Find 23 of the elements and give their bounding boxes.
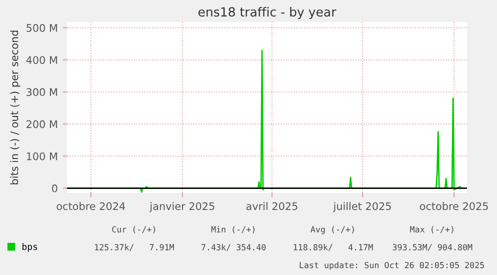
x-tick-label: octobre 2025 bbox=[420, 202, 488, 210]
text: 7.43k/ 354.40 bbox=[202, 244, 266, 252]
text: 125.37k/ 7.91M bbox=[95, 244, 174, 252]
text: 393.53M/ 904.80M bbox=[392, 244, 472, 252]
text: 118.89k/ 4.17M bbox=[294, 244, 373, 252]
y-tick-label: 0 bbox=[52, 184, 58, 192]
legend-label: bps bbox=[22, 243, 38, 252]
x-tick-label: octobre 2024 bbox=[56, 202, 126, 210]
x-tick-label: juillet 2025 bbox=[333, 202, 391, 212]
text: Max (-/+) bbox=[410, 226, 454, 234]
text: Cur (-/+) bbox=[112, 226, 156, 234]
y-tick-label: 100 M bbox=[26, 152, 57, 160]
chart-title: ens18 traffic - by year bbox=[198, 6, 336, 20]
text: Last update: Sun Oct 26 02:05:05 2025 bbox=[300, 262, 484, 270]
y-axis-title: bits in (-) / out (+) per second bbox=[10, 30, 20, 184]
text: Min (-/+) bbox=[211, 226, 254, 234]
x-tick-label: avril 2025 bbox=[246, 202, 298, 210]
x-tick-label: janvier 2025 bbox=[150, 202, 214, 212]
y-tick-label: 300 M bbox=[26, 88, 57, 96]
y-tick-label: 500 M bbox=[26, 24, 57, 32]
y-tick-label: 400 M bbox=[26, 56, 57, 64]
y-tick-label: 200 M bbox=[26, 120, 57, 128]
text: Avg (-/+) bbox=[310, 226, 354, 234]
